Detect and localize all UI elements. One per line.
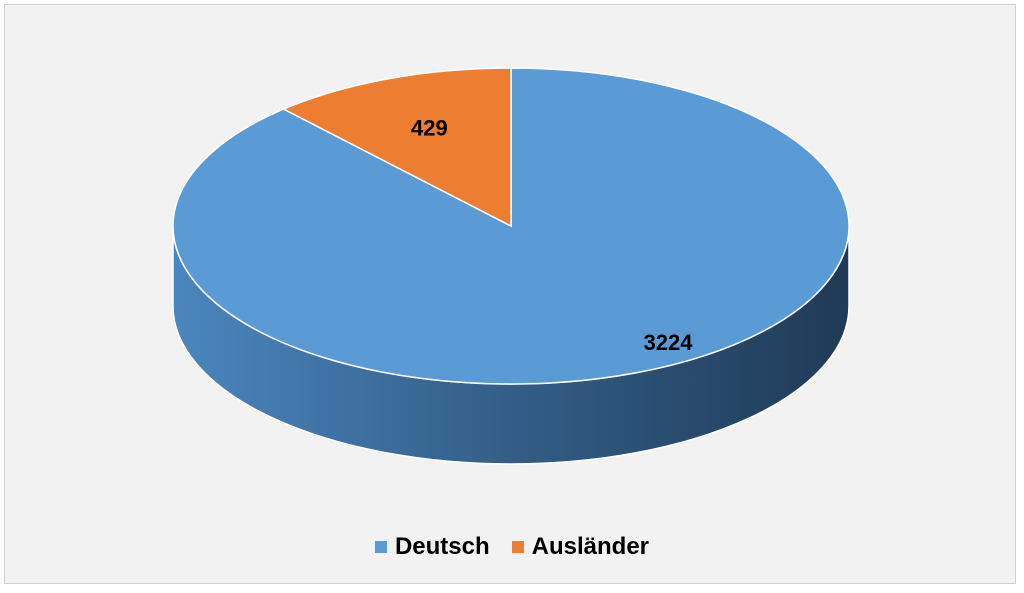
legend-label-deutsch: Deutsch xyxy=(394,533,490,560)
pie-slice-auslaender[interactable] xyxy=(281,67,512,228)
legend-swatch-deutsch xyxy=(374,541,387,553)
legend: Deutsch Ausländer xyxy=(0,533,1024,561)
legend-item-auslaender[interactable]: Ausländer xyxy=(511,533,650,561)
data-label-deutsch: 3224 xyxy=(644,330,694,355)
legend-swatch-auslaender xyxy=(511,541,524,553)
data-label-auslaender: 429 xyxy=(411,115,448,140)
legend-label-auslaender: Ausländer xyxy=(531,533,650,560)
legend-item-deutsch[interactable]: Deutsch xyxy=(374,533,490,561)
